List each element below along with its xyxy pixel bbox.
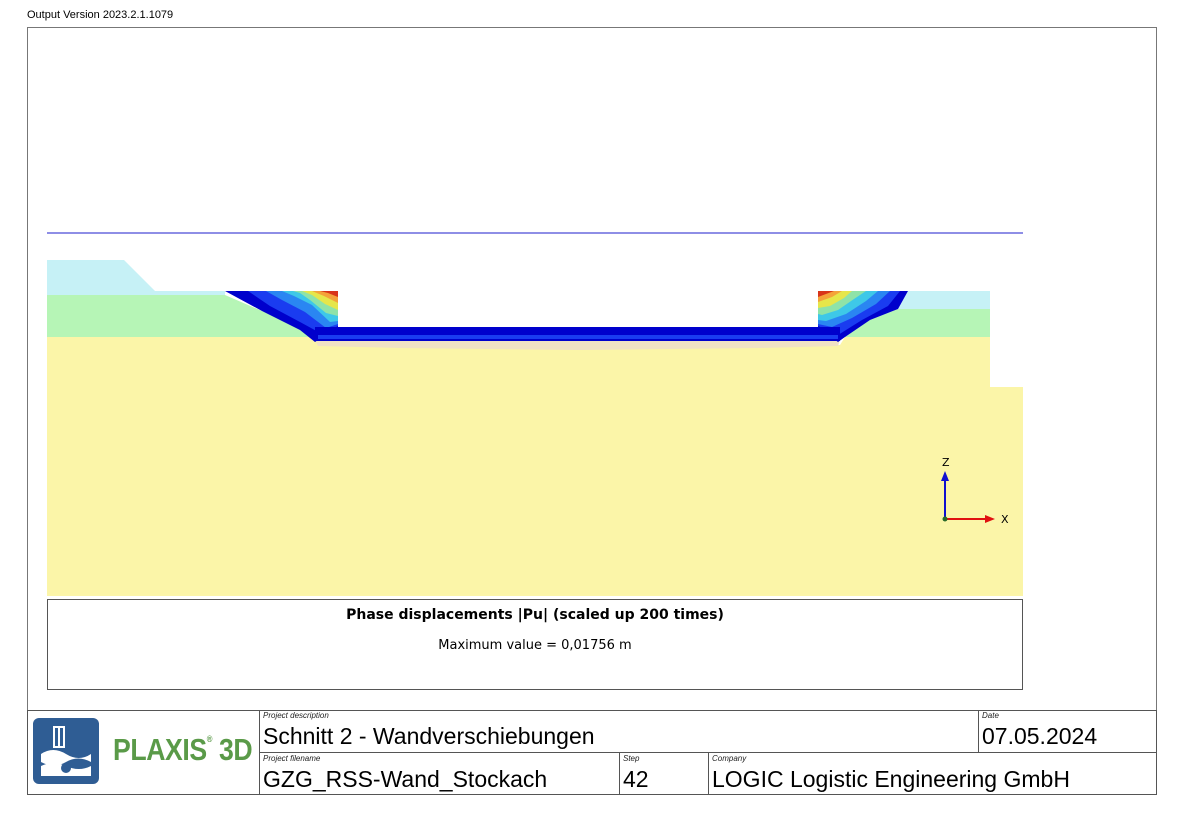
logo-cell: PLAXIS® 3D	[27, 710, 259, 795]
project-description-cell: Project description Schnitt 2 - Wandvers…	[260, 710, 978, 752]
x-axis-arrowhead	[985, 515, 995, 523]
title-block-divider-row	[259, 752, 1157, 753]
date-cell: Date 07.05.2024	[978, 710, 1157, 752]
company-caption: Company	[712, 754, 747, 763]
x-axis-label: X	[1001, 513, 1009, 526]
left-wedge-band8	[320, 291, 338, 297]
excavation-base	[315, 340, 840, 350]
soil-layer-middle-right	[840, 309, 990, 337]
step-cell: Step 42	[619, 753, 708, 795]
project-filename-caption: Project filename	[263, 754, 321, 763]
project-filename-value: GZG_RSS-Wand_Stockach	[263, 766, 548, 792]
company-cell: Company LOGIC Logistic Engineering GmbH	[708, 753, 1157, 795]
output-version-label: Output Version 2023.2.1.1079	[27, 9, 174, 21]
plaxis-logo-text: PLAXIS® 3D	[113, 732, 253, 767]
z-axis-label: Z	[942, 456, 950, 469]
project-description-value: Schnitt 2 - Wandverschiebungen	[263, 723, 595, 749]
soil-layer-top-left	[47, 260, 225, 295]
soil-layer-middle-left	[47, 295, 315, 337]
z-axis-arrowhead	[941, 471, 949, 481]
project-filename-cell: Project filename GZG_RSS-Wand_Stockach	[260, 753, 619, 795]
step-caption: Step	[623, 754, 640, 763]
date-caption: Date	[982, 711, 999, 720]
plaxis-logo-icon	[33, 718, 99, 784]
step-value: 42	[623, 766, 649, 792]
legend-box: Phase displacements |Pu| (scaled up 200 …	[47, 599, 1023, 690]
legend-title: Phase displacements |Pu| (scaled up 200 …	[346, 607, 724, 623]
excavation-bottom-band-inner	[318, 335, 838, 339]
legend-max-value: Maximum value = 0,01756 m	[438, 638, 632, 653]
company-value: LOGIC Logistic Engineering GmbH	[712, 766, 1070, 792]
project-description-caption: Project description	[263, 711, 329, 720]
soil-layer-top-right	[898, 291, 990, 309]
date-value: 07.05.2024	[982, 723, 1098, 749]
right-wedge-band8	[818, 291, 834, 297]
axis-origin	[942, 516, 948, 522]
soil-layer-bottom	[47, 337, 1023, 596]
